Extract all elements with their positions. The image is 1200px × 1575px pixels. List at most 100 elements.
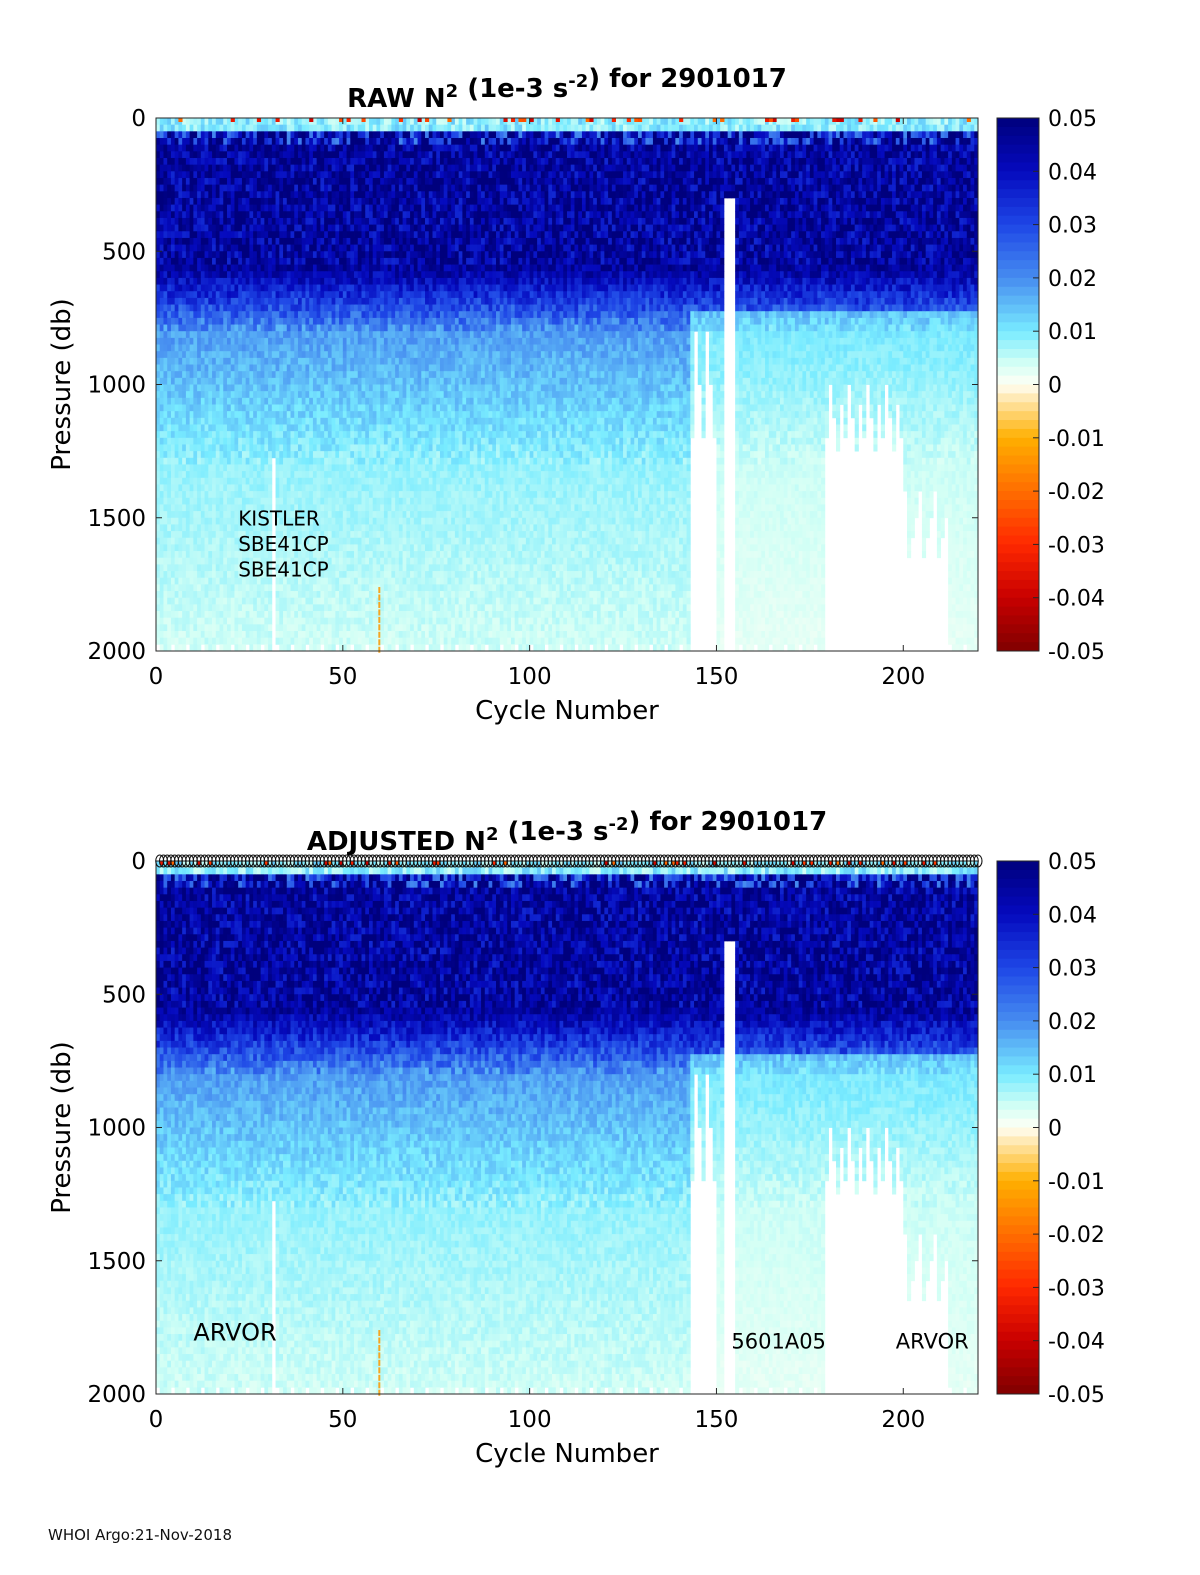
heatmap-cell (201, 538, 205, 545)
heatmap-cell (178, 438, 182, 445)
heatmap-cell (190, 518, 194, 525)
heatmap-cell (193, 604, 197, 611)
heatmap-cell (186, 418, 190, 425)
heatmap-cell (201, 604, 205, 611)
heatmap-cell (160, 524, 164, 531)
heatmap-cell (163, 338, 167, 345)
heatmap-cell (190, 564, 194, 571)
heatmap-cell (186, 638, 190, 645)
heatmap-cell (201, 404, 205, 411)
heatmap-cell (175, 125, 179, 132)
heatmap-cell (167, 351, 171, 358)
heatmap-cell (197, 298, 201, 305)
heatmap-cell (186, 298, 190, 305)
heatmap-cell (182, 511, 186, 518)
heatmap-cell (201, 551, 205, 558)
heatmap-cell (182, 285, 186, 292)
heatmap-cell (182, 251, 186, 258)
heatmap-cell (175, 225, 179, 232)
heatmap-cell (193, 518, 197, 525)
heatmap-cell (160, 278, 164, 285)
heatmap-cell (186, 564, 190, 571)
heatmap-cell (156, 578, 160, 585)
heatmap-cell (178, 165, 182, 172)
heatmap-cell (190, 398, 194, 405)
heatmap-cell (156, 558, 160, 565)
heatmap-cell (156, 278, 160, 285)
heatmap-cell (201, 378, 205, 385)
heatmap-cell (156, 638, 160, 645)
heatmap-cell (197, 338, 201, 345)
heatmap-cell (190, 165, 194, 172)
heatmap-cell (178, 418, 182, 425)
heatmap-cell (178, 145, 182, 152)
heatmap-cell (182, 218, 186, 225)
heatmap-cell (186, 411, 190, 418)
heatmap-cell (178, 558, 182, 565)
heatmap-cell (175, 258, 179, 265)
heatmap-cell (167, 158, 171, 165)
heatmap-cell (193, 211, 197, 218)
heatmap-cell (182, 331, 186, 338)
heatmap-cell (163, 604, 167, 611)
heatmap-cell (175, 165, 179, 172)
heatmap-cell (175, 191, 179, 198)
heatmap-cell (197, 544, 201, 551)
heatmap-cell (182, 478, 186, 485)
heatmap-cell (163, 325, 167, 332)
heatmap-cell (193, 158, 197, 165)
heatmap-cell (193, 218, 197, 225)
heatmap-cell (201, 338, 205, 345)
heatmap-cell (171, 578, 175, 585)
heatmap-cell (186, 238, 190, 245)
heatmap-cell (171, 571, 175, 578)
heatmap-cell (163, 584, 167, 591)
heatmap-cell (160, 544, 164, 551)
heatmap-cell (178, 638, 182, 645)
heatmap-cell (197, 171, 201, 178)
heatmap-cell (175, 378, 179, 385)
heatmap-cell (171, 391, 175, 398)
heatmap-cell (167, 138, 171, 145)
heatmap-cell (160, 464, 164, 471)
heatmap-cell (197, 438, 201, 445)
heatmap-cell (160, 265, 164, 272)
heatmap-cell (163, 484, 167, 491)
heatmap-cell (186, 604, 190, 611)
heatmap-cell (156, 624, 160, 631)
heatmap-cell (197, 345, 201, 352)
heatmap-cell (205, 131, 209, 138)
heatmap-cell (182, 378, 186, 385)
heatmap-cell (175, 491, 179, 498)
heatmap-cell (201, 218, 205, 225)
heatmap-cell (163, 185, 167, 192)
heatmap-cell (156, 198, 160, 205)
heatmap-cell (171, 225, 175, 232)
heatmap-cell (201, 398, 205, 405)
heatmap-cell (186, 291, 190, 298)
heatmap-cell (190, 345, 194, 352)
heatmap-cell (163, 431, 167, 438)
heatmap-cell (178, 538, 182, 545)
heatmap-cell (156, 285, 160, 292)
heatmap-cell (201, 504, 205, 511)
heatmap-cell (182, 498, 186, 505)
heatmap-cell (163, 451, 167, 458)
heatmap-cell (182, 591, 186, 598)
heatmap-cell (186, 531, 190, 538)
heatmap-cell (175, 118, 179, 125)
heatmap-cell (175, 398, 179, 405)
heatmap-cell (197, 191, 201, 198)
heatmap-cell (160, 305, 164, 312)
heatmap-cell (163, 165, 167, 172)
heatmap-cell (197, 558, 201, 565)
heatmap-cell (186, 171, 190, 178)
heatmap-cell (156, 618, 160, 625)
heatmap-cell (171, 524, 175, 531)
heatmap-cell (178, 218, 182, 225)
heatmap-cell (186, 251, 190, 258)
heatmap-cell (205, 171, 209, 178)
heatmap-cell (186, 624, 190, 631)
heatmap-cell (160, 418, 164, 425)
heatmap-cell (193, 591, 197, 598)
